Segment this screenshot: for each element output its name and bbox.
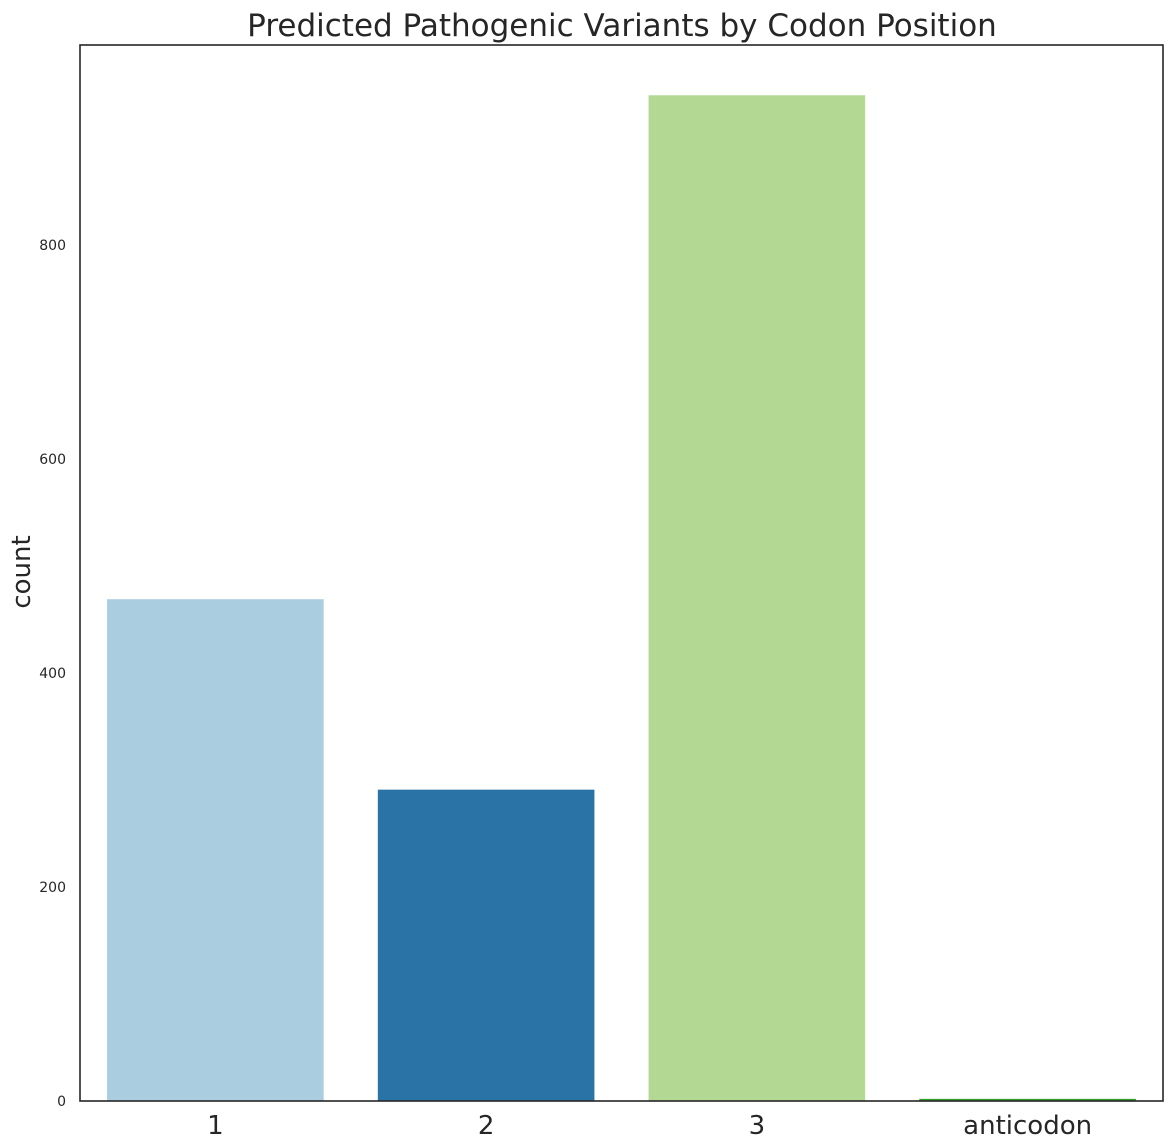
bar-2 bbox=[377, 789, 595, 1101]
chart-title: Predicted Pathogenic Variants by Codon P… bbox=[247, 8, 997, 44]
y-tick-label: 600 bbox=[39, 452, 66, 468]
y-axis-ticks: 0 200 400 600 800 bbox=[39, 238, 66, 1110]
bar-3 bbox=[648, 95, 866, 1102]
x-tick-label: 3 bbox=[749, 1111, 766, 1141]
y-tick-label: 200 bbox=[39, 880, 66, 896]
x-tick-label: 1 bbox=[207, 1111, 224, 1141]
y-axis-label: count bbox=[7, 535, 37, 608]
bar-1 bbox=[107, 599, 324, 1101]
x-axis-ticks: 1 2 3 anticodon bbox=[207, 1111, 1092, 1141]
y-tick-label: 800 bbox=[39, 238, 66, 254]
y-tick-label: 0 bbox=[57, 1094, 66, 1110]
x-tick-label: anticodon bbox=[963, 1111, 1092, 1141]
bar-anticodon bbox=[919, 1098, 1136, 1101]
bars-group bbox=[107, 95, 1136, 1102]
x-tick-label: 2 bbox=[478, 1111, 495, 1141]
axes-frame bbox=[79, 44, 1164, 1102]
y-tick-label: 400 bbox=[39, 666, 66, 682]
